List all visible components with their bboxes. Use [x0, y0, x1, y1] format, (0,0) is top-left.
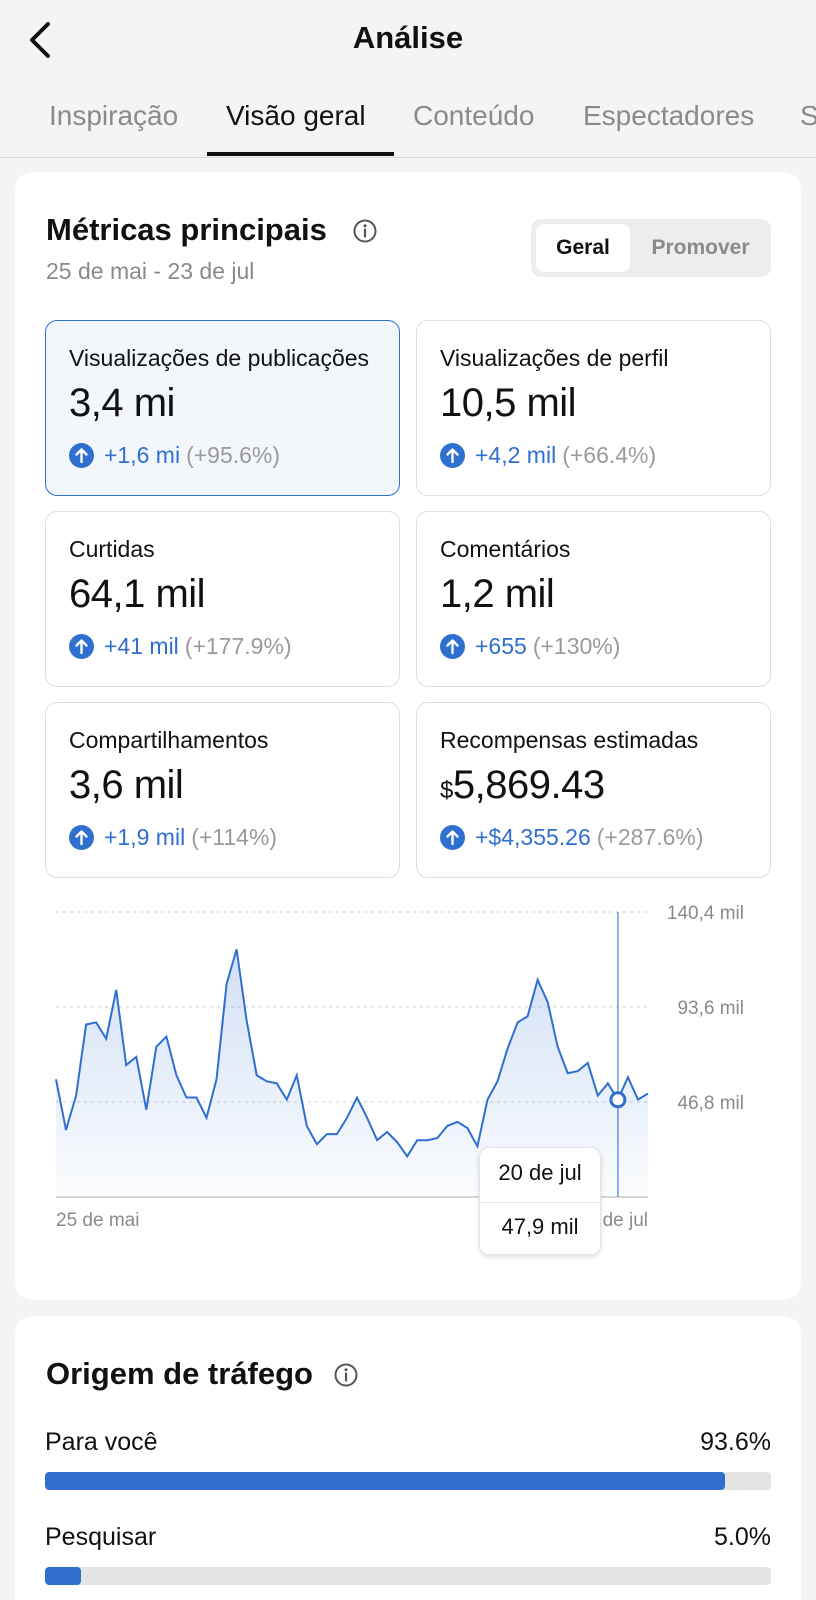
tab-espectadores[interactable]: Espectadores [583, 100, 755, 131]
info-icon[interactable] [352, 218, 378, 244]
metric-value: 3,4 mi [69, 381, 175, 425]
arrow-up-icon [440, 825, 465, 850]
metric-card-shares[interactable]: Compartilhamentos 3,6 mil +1,9 mil (+114… [45, 702, 400, 878]
arrow-up-icon [69, 634, 94, 659]
metric-delta-value: +41 mil [104, 633, 179, 659]
promover-option[interactable]: Promover [651, 236, 750, 259]
geral-option[interactable]: Geral [536, 224, 630, 272]
metric-value: 10,5 mil [440, 381, 577, 425]
tab-conteudo[interactable]: Conteúdo [413, 100, 535, 131]
metric-delta-value: +4,2 mil [475, 442, 557, 468]
top-bar: Análise [0, 0, 816, 80]
tab-truncated[interactable]: S [800, 100, 816, 132]
back-button[interactable] [24, 18, 64, 62]
y-axis-tick-label: 93,6 mil [677, 998, 744, 1019]
tab-visao-geral[interactable]: Visão geral [226, 100, 366, 131]
metric-value: 3,6 mil [69, 763, 184, 807]
metric-delta: +$4,355.26 (+287.6%) [440, 824, 704, 851]
metric-label: Curtidas [69, 536, 155, 562]
arrow-up-icon [69, 443, 94, 468]
metric-delta-percent: (+114%) [191, 824, 278, 850]
metric-delta: +4,2 mil (+66.4%) [440, 442, 656, 469]
chart-area-fill [56, 949, 648, 1197]
metric-card-profile-views[interactable]: Visualizações de perfil 10,5 mil +4,2 mi… [416, 320, 771, 496]
traffic-bar-track [45, 1567, 771, 1585]
tab-bar: Inspiração Visão geral Conteúdo Espectad… [0, 88, 816, 158]
arrow-up-icon [440, 443, 465, 468]
metric-label: Comentários [440, 536, 571, 562]
traffic-percent: 5.0% [714, 1523, 771, 1551]
x-axis-start-label: 25 de mai [56, 1210, 139, 1231]
metric-value: $5,869.43 [440, 763, 605, 808]
metric-delta-value: +1,9 mil [104, 824, 186, 850]
metric-card-comments[interactable]: Comentários 1,2 mil +655 (+130%) [416, 511, 771, 687]
traffic-label: Pesquisar [45, 1523, 157, 1551]
info-icon[interactable] [333, 1362, 359, 1388]
currency-symbol: $ [440, 777, 453, 804]
trend-chart[interactable]: 140,4 mil 93,6 mil 46,8 mil 25 de mai de j… [15, 892, 801, 1262]
metric-delta: +1,6 mi (+95.6%) [69, 442, 280, 469]
traffic-label: Para você [45, 1428, 158, 1456]
metric-value: 64,1 mil [69, 572, 206, 616]
traffic-bar-fill [45, 1567, 82, 1585]
metric-delta-percent: (+66.4%) [562, 442, 657, 468]
geral-promover-toggle: Geral Promover [531, 219, 771, 277]
traffic-source-title: Origem de tráfego [46, 1356, 313, 1391]
chevron-left-icon [30, 22, 50, 58]
metric-label: Compartilhamentos [69, 727, 269, 753]
metric-label: Visualizações de publicações [69, 345, 370, 371]
metric-delta-value: +$4,355.26 [475, 824, 591, 850]
metric-value-number: 5,869.43 [452, 763, 605, 807]
y-axis-tick-label: 140,4 mil [667, 903, 744, 924]
active-tab-indicator [207, 152, 394, 156]
chart-series-line [55, 949, 649, 1159]
metric-delta-value: +1,6 mi [104, 442, 181, 468]
traffic-bar-fill [45, 1472, 725, 1490]
tab-inspiracao[interactable]: Inspiração [49, 100, 179, 131]
metric-card-likes[interactable]: Curtidas 64,1 mil +41 mil (+177.9%) [45, 511, 400, 687]
traffic-bar-track [45, 1472, 771, 1490]
metric-value: 1,2 mil [440, 572, 555, 616]
x-axis-end-label: de jul [603, 1210, 648, 1231]
tooltip-value: 47,9 mil [501, 1214, 579, 1239]
date-range: 25 de mai - 23 de jul [46, 258, 255, 284]
metric-label: Recompensas estimadas [440, 727, 699, 753]
chart-tooltip: 20 de jul 47,9 mil [479, 1147, 601, 1255]
chart-hover-point [609, 1091, 627, 1109]
metric-delta-percent: (+95.6%) [186, 442, 281, 468]
metric-label: Visualizações de perfil [440, 345, 669, 371]
traffic-source-card: Origem de tráfego Para você 93.6% Pesqui… [15, 1316, 801, 1600]
key-metrics-title: Métricas principais [46, 212, 327, 247]
metric-delta-percent: (+177.9%) [184, 633, 292, 659]
metric-delta: +655 (+130%) [440, 633, 620, 660]
metric-card-post-views[interactable]: Visualizações de publicações 3,4 mi +1,6… [45, 320, 400, 496]
metric-delta: +41 mil (+177.9%) [69, 633, 292, 660]
tooltip-date: 20 de jul [498, 1160, 582, 1185]
arrow-up-icon [440, 634, 465, 659]
key-metrics-card: Métricas principais 25 de mai - 23 de ju… [15, 172, 801, 1300]
metric-delta-percent: (+130%) [532, 633, 621, 659]
tooltip-divider [480, 1202, 600, 1203]
metric-delta-percent: (+287.6%) [596, 824, 704, 850]
page-title: Análise [352, 20, 464, 55]
y-axis-tick-label: 46,8 mil [677, 1093, 744, 1114]
arrow-up-icon [69, 825, 94, 850]
metric-delta-value: +655 [475, 633, 527, 659]
metric-card-estimated-rewards[interactable]: Recompensas estimadas $5,869.43 +$4,355.… [416, 702, 771, 878]
metric-delta: +1,9 mil (+114%) [69, 824, 277, 851]
traffic-percent: 93.6% [700, 1428, 771, 1456]
